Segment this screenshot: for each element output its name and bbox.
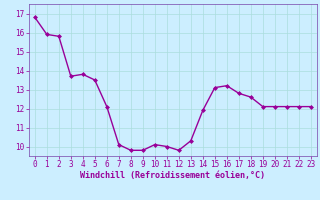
X-axis label: Windchill (Refroidissement éolien,°C): Windchill (Refroidissement éolien,°C) — [80, 171, 265, 180]
